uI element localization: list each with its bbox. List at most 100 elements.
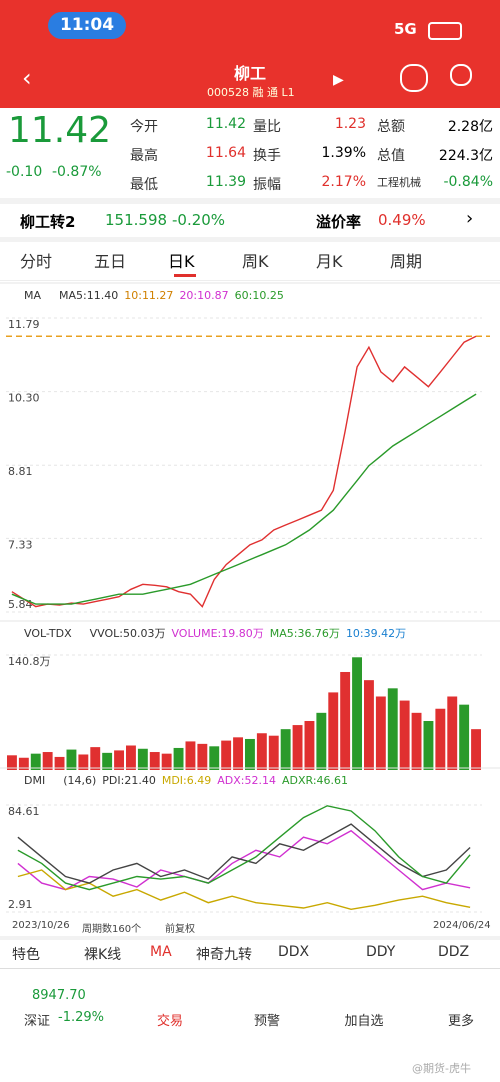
bond-change: -0.20% [172,211,226,229]
divider [0,237,500,242]
divider [0,280,500,281]
volume-bar [197,743,208,770]
legend-item: 20:10.87 [179,289,228,302]
volume-bar [18,757,29,770]
quote-value: 11.64 [205,145,246,161]
index-value: 8947.70 [32,988,86,1003]
price: 11.42 [8,110,112,151]
y-tick-label: 11.79 [8,318,40,331]
series-line [17,829,471,891]
quote-label: 振幅 [253,177,281,193]
back[interactable]: ‹ [22,64,32,92]
indicator[interactable]: 裸K线 [84,947,122,963]
legend-item: MA5:11.40 [59,289,118,302]
volume-bar [316,712,327,770]
volume-bar [280,729,291,770]
volume-bar [149,752,160,770]
indicator[interactable]: 特色 [12,947,40,963]
y-tick-label: 140.8万 [8,655,51,668]
volume-bar [173,747,184,770]
volume-bar [423,720,434,770]
index-change: -1.29% [58,1010,104,1025]
divider [0,198,500,204]
icon[interactable] [400,64,428,92]
y-tick-label: 2.91 [8,898,33,911]
volume-bar [90,747,101,770]
quote-label: 最高 [130,148,158,164]
legend-item: ADX:52.14 [217,774,276,787]
quote-value: 224.3亿 [438,148,493,164]
volume-bar [340,671,351,770]
volume-bar [375,696,386,770]
tab[interactable]: 五日 [94,252,127,271]
indicator[interactable]: DDY [366,944,396,960]
tab[interactable]: 分时 [20,252,53,271]
legend-item: MA5:36.76万 [270,627,340,640]
volume-bar [471,729,481,770]
more[interactable]: › [466,208,474,229]
indicator[interactable]: MA [150,944,172,960]
quote-label: 总值 [377,148,405,164]
volume-bar [7,755,17,770]
chart: MA MA5:11.40 10:11.27 20:10.87 60:10.25 5.84 7… [0,282,500,913]
legend-item: ADXR:46.61 [282,774,348,787]
tab-indicator [174,274,196,277]
bond-name: 柳工转2 [20,213,76,231]
legend-item: 10:39.42万 [346,627,406,640]
end-date: 2024/06/24 [433,920,491,931]
quote-label: 最低 [130,177,158,193]
volume-bar [42,752,53,770]
quote-label: 今开 [130,119,158,135]
y-tick-label: 5.84 [8,598,33,611]
series-line [11,393,477,605]
bond-price: 151.598 [105,211,168,229]
divider [0,968,500,969]
quote-value: -0.84% [443,174,493,190]
quote-value: 2.17% [321,174,366,190]
nav-item[interactable]: 更多 [447,1014,474,1029]
volume-bar [352,657,362,770]
time: 11:04 [48,12,126,39]
volume-bar [209,746,220,770]
volume-bar [304,720,315,770]
volume-bar [447,696,458,770]
volume-bar [78,754,89,770]
indicator[interactable]: DDZ [438,944,470,960]
volume-bar [245,738,255,770]
nav-item[interactable]: 交易 [156,1014,183,1029]
next[interactable]: ▶ [333,72,344,88]
volume-bar [435,708,446,770]
indicator[interactable]: DDX [278,944,310,960]
nav-item[interactable]: 加自选 [344,1014,384,1029]
indicator[interactable]: 神奇九转 [196,947,252,963]
quote-value: 1.39% [321,145,366,161]
index-name: 深证 [24,1014,51,1029]
quote-value: 2.28亿 [447,119,493,135]
volume-bar [30,753,41,770]
volume-bar [268,735,279,770]
series-line [11,335,477,608]
tag: L1 [281,86,295,99]
y-tick-label: 8.81 [8,465,33,478]
search[interactable] [450,64,472,86]
volume-bar [364,680,374,770]
volume-bar [233,737,243,770]
tab[interactable]: 周K [242,252,269,271]
y-tick-label: 10.30 [8,392,40,405]
tab[interactable]: 月K [316,252,343,271]
volume-bar [411,712,422,770]
watermark: @期货-虎牛 [412,1062,471,1075]
series-line [17,869,471,911]
series-line [17,823,471,884]
tab[interactable]: 日K [168,252,195,271]
nav-item[interactable]: 预警 [253,1014,280,1029]
quote-value: 11.42 [205,116,246,132]
legend-item: 60:10.25 [235,289,284,302]
volume-bar [137,748,148,770]
volume-bar [161,753,172,770]
volume-bar [221,740,232,770]
divider [0,936,500,940]
adjust: 前复权 [165,924,195,935]
tab[interactable]: 周期 [390,252,423,271]
change: -0.10 [6,164,43,180]
